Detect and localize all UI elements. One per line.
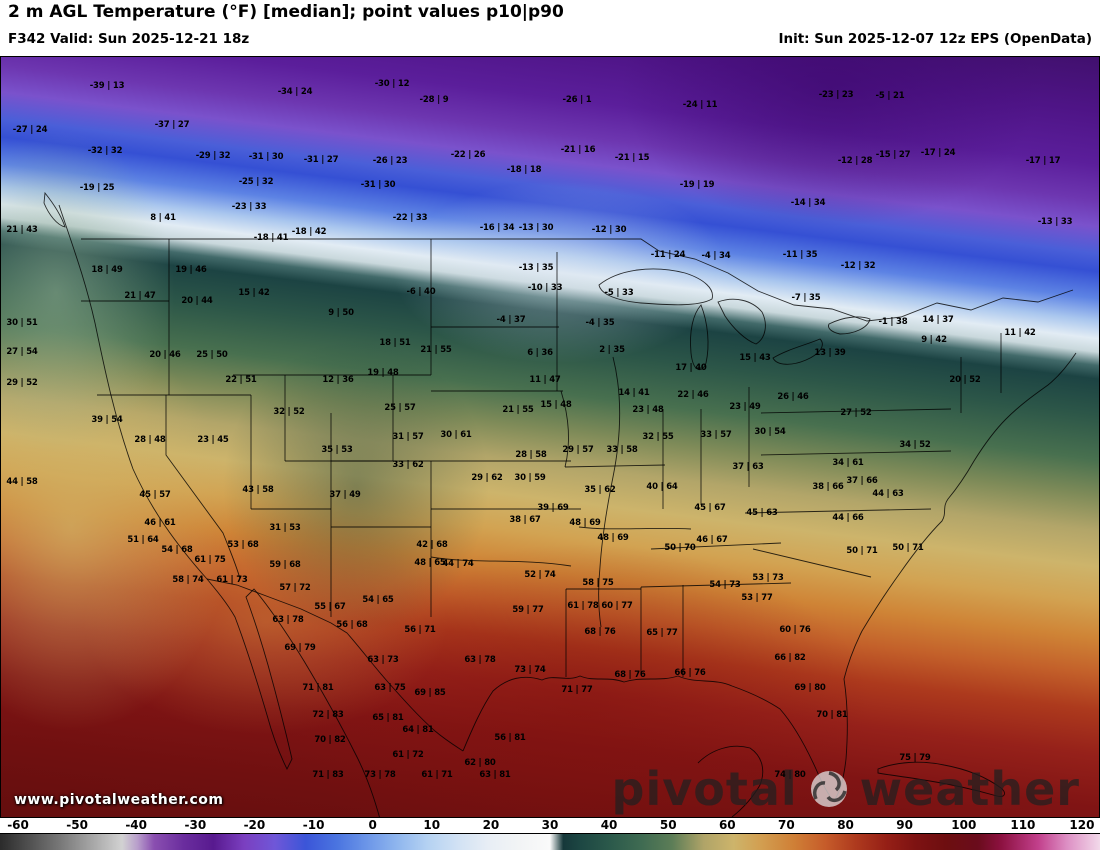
- pivotal-weather-watermark: pivotal weather: [612, 766, 1080, 812]
- colorbar-tick-label: 30: [541, 818, 559, 832]
- pivotal-weather-logo-icon: [810, 771, 847, 807]
- colorbar-tick-label: -10: [302, 818, 325, 832]
- temperature-map: [0, 56, 1100, 819]
- colorbar-tick-label: 40: [600, 818, 618, 832]
- colorbar-tick-label: 120: [1069, 818, 1095, 832]
- colorbar-tick-label: -20: [243, 818, 266, 832]
- watermark-url: www.pivotalweather.com: [14, 792, 224, 808]
- colorbar-tick-label: 80: [837, 818, 854, 832]
- colorbar-tick-label: 0: [368, 818, 377, 832]
- brand-text-right: weather: [859, 762, 1080, 816]
- colorbar-tick-labels: -60 -50 -40 -30 -20 -10 0 10 20 30 40 50 60 70 80 90 100…: [0, 818, 1100, 832]
- colorbar-tick-label: -60: [7, 818, 29, 832]
- temperature-colorbar: -60 -50 -40 -30 -20 -10 0 10 20 30 40 50 60 70 80 90 100…: [0, 818, 1100, 850]
- colorbar-tick-label: 90: [896, 818, 913, 832]
- page-title: 2 m AGL Temperature (°F) [median]; point…: [8, 2, 564, 22]
- colorbar-tick-label: 10: [423, 818, 441, 832]
- colorbar-tick-label: -40: [125, 818, 148, 832]
- state-borders-overlay: [43, 191, 1077, 819]
- colorbar-tick-label: 50: [659, 818, 677, 832]
- init-time-label: Init: Sun 2025-12-07 12z EPS (OpenData): [778, 31, 1092, 47]
- colorbar-tick-label: -30: [184, 818, 207, 832]
- colorbar-tick-label: 20: [482, 818, 500, 832]
- colorbar-tick-label: 100: [951, 818, 977, 832]
- colorbar-tick-label: 110: [1010, 818, 1036, 832]
- colorbar-tick-label: -50: [66, 818, 88, 832]
- valid-time-label: F342 Valid: Sun 2025-12-21 18z: [8, 31, 250, 47]
- colorbar-gradient-strip: [0, 833, 1100, 850]
- brand-text-left: pivotal: [611, 762, 798, 816]
- colorbar-tick-label: 60: [718, 818, 736, 832]
- colorbar-tick-label: 70: [778, 818, 795, 832]
- map-header: 2 m AGL Temperature (°F) [median]; point…: [0, 0, 1100, 56]
